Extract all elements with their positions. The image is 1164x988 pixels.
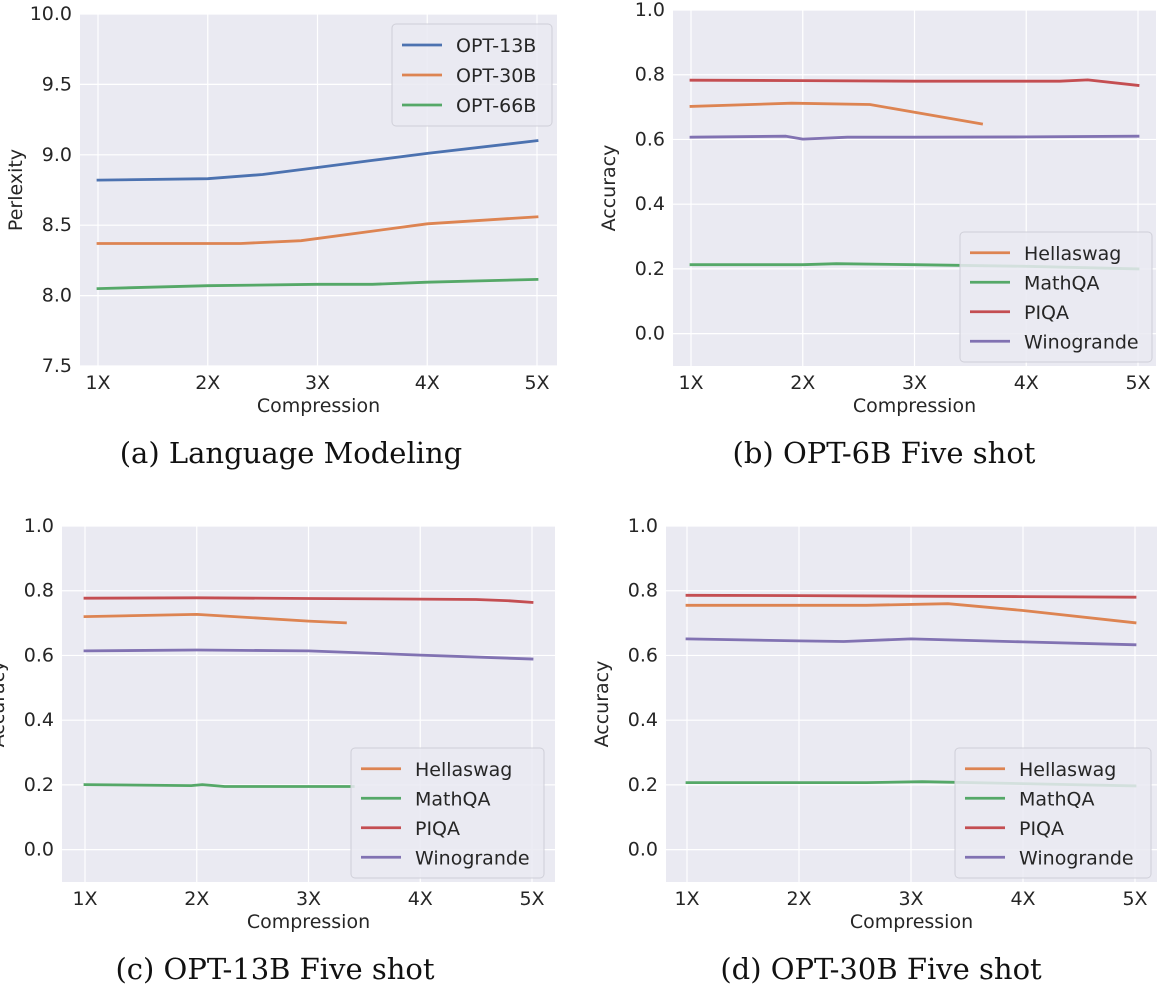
x-tick-label: 3X [902,372,927,394]
y-tick-label: 0.6 [635,128,665,150]
series-line-winogrande [685,637,1137,647]
legend-label: PIQA [415,818,460,840]
y-tick-label: 8.5 [42,214,72,236]
caption-a: (a) Language Modeling [119,436,463,470]
y-tick-label: 1.0 [635,0,665,21]
caption-d: (d) OPT-30B Five shot [720,952,1042,986]
legend-label: OPT-30B [456,65,536,87]
legend: Hellaswag MathQA PIQA Winogrande [959,231,1153,363]
legend-label: MathQA [415,788,490,810]
legend-label: Winogrande [415,847,530,869]
y-axis-label: Perlexity [5,149,27,231]
x-tick-label: 1X [72,888,97,910]
y-tick-label: 0.4 [628,709,658,731]
chart-panel-1: 0.0 0.2 0.4 0.6 0.8 1.0 1X 2X 3X 4X 5X Compression A… [598,0,1156,417]
y-tick-label: 0.4 [24,709,54,731]
legend-label: Winogrande [1024,331,1139,353]
x-tick-label: 3X [898,888,923,910]
y-tick-label: 0.2 [24,774,54,796]
x-tick-label: 3X [305,372,330,394]
series-line-opt-13b [96,139,539,182]
y-tick-label: 9.0 [42,144,72,166]
y-tick-label: 8.0 [42,285,72,307]
x-tick-label: 5X [519,888,544,910]
x-tick-label: 2X [184,888,209,910]
x-tick-label: 4X [415,372,440,394]
y-tick-label: 1.0 [628,515,658,537]
x-tick-label: 4X [1014,372,1039,394]
y-tick-label: 0.6 [628,644,658,666]
legend-label: Hellaswag [1019,759,1116,781]
x-axis-label: Compression [257,395,380,417]
legend: Hellaswag MathQA PIQA Winogrande [350,747,545,879]
y-tick-label: 7.5 [42,355,72,377]
y-tick-label: 0.0 [24,839,54,861]
y-tick-label: 0.2 [635,258,665,280]
legend-label: MathQA [1019,788,1094,810]
y-axis-label: Accuracy [0,661,9,748]
series-line-opt-66b [96,277,539,291]
legend-box [954,747,1152,879]
legend-label: MathQA [1024,272,1099,294]
x-axis-label: Compression [853,395,976,417]
legend-label: PIQA [1024,302,1069,324]
x-tick-label: 2X [786,888,811,910]
series-line-opt-30b [96,215,539,245]
y-tick-label: 0.8 [635,64,665,86]
x-tick-label: 1X [85,372,110,394]
y-tick-label: 0.8 [24,580,54,602]
y-tick-label: 0.2 [628,774,658,796]
series-line-mathqa [83,783,355,788]
legend: OPT-13B OPT-30B OPT-66B [391,23,553,127]
series-line-piqa [689,78,1140,87]
legend-box [350,747,545,879]
legend: Hellaswag MathQA PIQA Winogrande [954,747,1152,879]
legend-label: Winogrande [1019,847,1134,869]
series-line-hellaswag [685,602,1137,625]
x-tick-label: 1X [678,372,703,394]
x-tick-label: 4X [1010,888,1035,910]
x-tick-label: 4X [408,888,433,910]
legend-label: PIQA [1019,818,1064,840]
y-tick-label: 10.0 [30,3,72,25]
series-line-winogrande [689,134,1140,141]
y-tick-label: 0.8 [628,580,658,602]
chart-panel-0: 7.5 8.0 8.5 9.0 9.5 10.0 1X 2X 3X 4X 5X Compression… [5,3,557,417]
x-tick-label: 2X [790,372,815,394]
legend-label: OPT-66B [456,95,536,117]
series-line-hellaswag [83,613,347,625]
y-tick-label: 0.0 [628,839,658,861]
legend-label: Hellaswag [1024,243,1121,265]
legend-box [391,23,553,127]
x-tick-label: 2X [195,372,220,394]
series-line-winogrande [83,648,534,661]
legend-label: Hellaswag [415,759,512,781]
x-tick-label: 5X [1122,888,1147,910]
x-tick-label: 5X [1125,372,1150,394]
legend-box [959,231,1153,363]
caption-c: (c) OPT-13B Five shot [115,952,435,986]
x-tick-label: 1X [674,888,699,910]
y-tick-label: 1.0 [24,515,54,537]
x-axis-label: Compression [247,911,370,933]
series-line-piqa [83,596,534,604]
y-tick-label: 0.6 [24,644,54,666]
y-axis-label: Accuracy [591,661,613,748]
series-line-piqa [685,593,1137,599]
x-tick-label: 3X [296,888,321,910]
chart-panel-2: 0.0 0.2 0.4 0.6 0.8 1.0 1X 2X 3X 4X 5X Compression A… [0,515,555,933]
caption-b: (b) OPT-6B Five shot [732,436,1036,470]
x-axis-label: Compression [850,911,973,933]
x-tick-label: 5X [524,372,549,394]
y-tick-label: 0.4 [635,193,665,215]
y-tick-label: 9.5 [42,73,72,95]
y-tick-label: 0.0 [635,323,665,345]
chart-panel-3: 0.0 0.2 0.4 0.6 0.8 1.0 1X 2X 3X 4X 5X Compression A… [591,515,1157,933]
y-axis-label: Accuracy [598,145,620,232]
legend-label: OPT-13B [456,35,536,57]
series-line-hellaswag [689,101,984,126]
